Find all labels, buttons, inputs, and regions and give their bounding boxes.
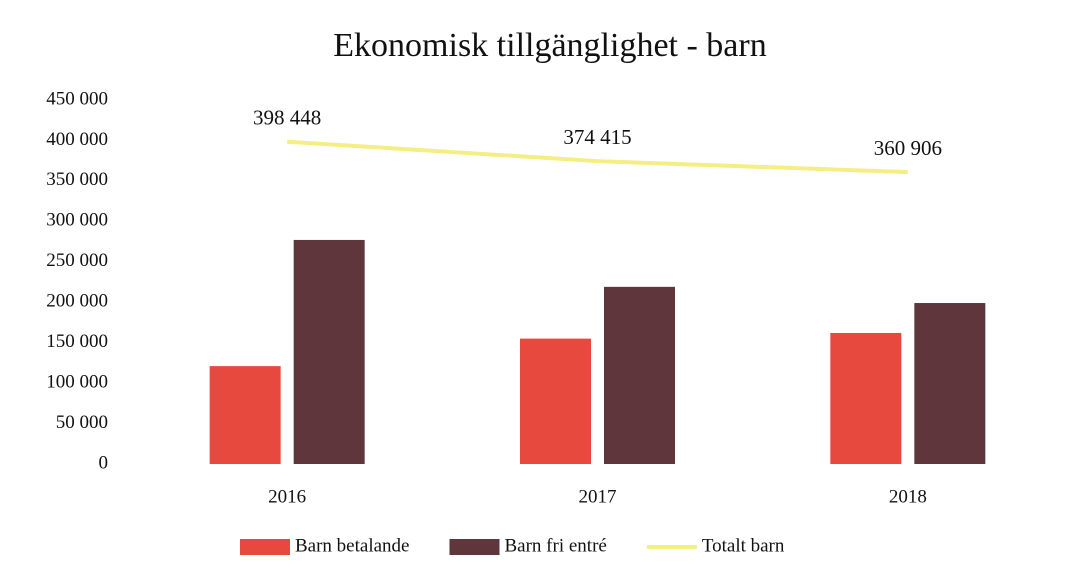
x-tick-label: 2016 [268, 486, 306, 507]
chart-title: Ekonomisk tillgänglighet - barn [333, 27, 766, 64]
data-label: 398 448 [253, 106, 321, 130]
y-tick-label: 450 000 [46, 88, 108, 109]
bar [520, 338, 591, 464]
bar [293, 239, 365, 464]
data-label: 360 906 [874, 136, 942, 160]
bar [604, 286, 675, 464]
y-tick-label: 150 000 [46, 331, 108, 352]
y-tick-label: 250 000 [46, 250, 108, 271]
data-label: 374 415 [563, 125, 631, 149]
bar [914, 303, 986, 464]
y-tick-label: 200 000 [46, 291, 108, 312]
legend-swatch [240, 539, 290, 555]
bar [209, 366, 281, 464]
y-tick-label: 100 000 [46, 371, 108, 392]
legend-swatch [449, 539, 500, 555]
legend-label: Totalt barn [702, 535, 785, 556]
x-tick-label: 2017 [579, 486, 617, 507]
legend-label: Barn fri entré [504, 535, 606, 556]
legend-label: Barn betalande [295, 535, 409, 556]
y-tick-label: 400 000 [46, 129, 108, 150]
y-tick-label: 50 000 [56, 412, 108, 433]
y-tick-label: 300 000 [46, 210, 108, 231]
x-tick-label: 2018 [889, 486, 927, 507]
line [287, 139, 908, 175]
y-tick-label: 0 [99, 452, 109, 473]
bar [830, 332, 902, 464]
y-tick-label: 350 000 [46, 169, 108, 190]
